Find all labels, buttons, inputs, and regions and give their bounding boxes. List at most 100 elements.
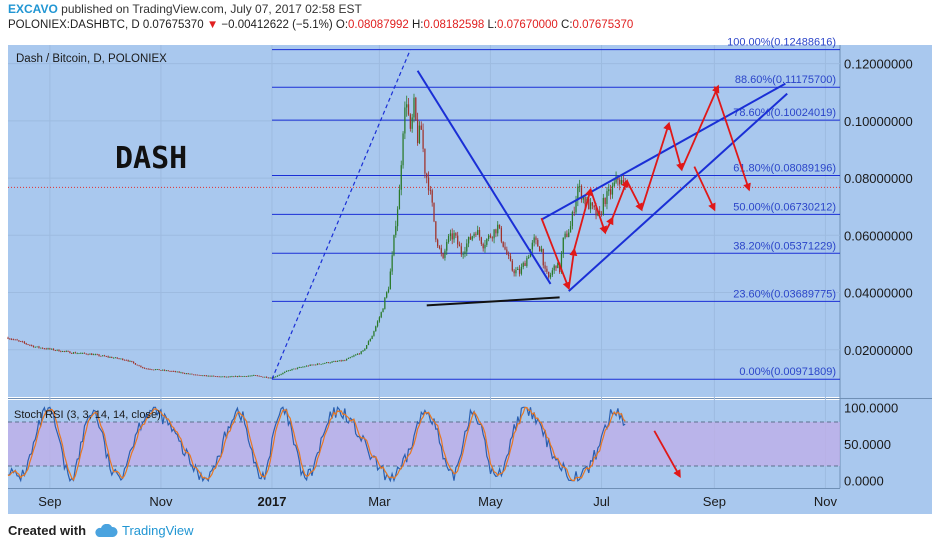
candle-body	[160, 370, 162, 371]
candle-body	[487, 235, 490, 240]
candle-body	[116, 357, 118, 359]
candle-body	[329, 362, 331, 364]
candle-body	[537, 239, 539, 247]
candle-body	[94, 354, 97, 356]
candle-body	[122, 358, 124, 360]
main-plot-background	[8, 45, 840, 397]
candle-body	[469, 236, 472, 240]
candle-body	[29, 344, 31, 346]
candle-body	[227, 376, 229, 378]
candle-body	[80, 353, 82, 354]
candle-body	[189, 373, 191, 375]
candle-body	[16, 339, 18, 341]
candle-body	[451, 233, 453, 240]
candle-body	[526, 258, 528, 267]
candle-body	[353, 355, 355, 357]
candle-body	[489, 235, 492, 238]
candle-body	[382, 308, 384, 313]
candle-body	[400, 165, 402, 190]
candle-body	[82, 352, 84, 354]
symbol-label: POLONIEX:DASHBTC, D	[8, 19, 140, 31]
candle-body	[273, 376, 275, 379]
footer: Created with TradingView	[8, 523, 194, 538]
y-tick-label: 0.10000000	[844, 114, 913, 129]
candle-body	[222, 376, 224, 378]
tradingview-cloud-icon	[95, 523, 118, 537]
candle-body	[356, 353, 359, 355]
candle-body	[615, 176, 617, 183]
candle-body	[205, 375, 208, 377]
x-tick-label: 2017	[258, 494, 287, 509]
candle-body	[486, 239, 488, 245]
tradingview-link[interactable]: TradingView	[122, 523, 194, 538]
forecast-arrow	[540, 217, 571, 291]
candle-body	[153, 369, 155, 371]
candle-body	[376, 321, 379, 327]
candle-body	[453, 233, 455, 240]
candle-body	[398, 189, 401, 210]
candle-body	[256, 375, 259, 377]
candle-body	[296, 367, 299, 369]
candle-body	[315, 364, 317, 366]
candle-body	[528, 257, 530, 259]
candle-body	[214, 376, 217, 377]
ohlc-high-value: 0.08182598	[423, 19, 485, 31]
x-tick-label: Sep	[703, 494, 726, 509]
candle-body	[76, 353, 78, 355]
candle-body	[380, 312, 382, 318]
candle-body	[477, 230, 479, 235]
candle-body	[573, 212, 575, 213]
candle-body	[154, 369, 157, 371]
candle-body	[582, 196, 584, 200]
candle-body	[333, 361, 335, 363]
fib-level-label: 23.60%(0.03689775)	[733, 288, 836, 300]
rsi-forecast-arrow	[653, 430, 681, 479]
candle-body	[437, 239, 439, 247]
candle-body	[449, 233, 452, 237]
candle-body	[21, 341, 24, 343]
candle-body	[278, 374, 280, 376]
fibonacci-levels: 100.00%(0.12488616) 88.60%(0.11175700) 78.…	[271, 37, 840, 380]
candle-body	[493, 229, 495, 239]
candle-body	[338, 360, 340, 362]
axes-labels: 0.12000000 0.10000000 0.08000000 0.06000000…	[38, 57, 912, 509]
candle-body	[600, 214, 603, 215]
candlestick-series	[7, 93, 626, 379]
ohlc-open-key: O:	[335, 19, 349, 31]
candle-body	[557, 262, 559, 269]
candle-body	[109, 357, 111, 358]
candle-body	[416, 119, 419, 144]
candle-body	[478, 230, 481, 238]
author-name[interactable]: EXCAVO	[8, 2, 58, 16]
candle-body	[171, 371, 173, 372]
candle-body	[236, 376, 239, 377]
candle-body	[65, 351, 67, 352]
trendlines	[271, 49, 788, 380]
candle-body	[349, 357, 351, 359]
forecast-arrows	[540, 84, 751, 291]
candle-body	[599, 210, 601, 215]
down-arrow-icon: ▼	[206, 19, 219, 31]
candle-body	[429, 190, 432, 192]
candle-body	[92, 354, 95, 356]
fib-level-label: 100.00%(0.12488616)	[727, 37, 836, 49]
trendline-drop-line	[416, 70, 552, 285]
candle-body	[504, 246, 506, 250]
candle-body	[622, 180, 624, 183]
candle-body	[254, 375, 257, 376]
candle-body	[191, 373, 193, 375]
candle-body	[291, 369, 293, 371]
candle-body	[234, 376, 237, 377]
candle-body	[54, 350, 56, 352]
candle-body	[458, 244, 461, 247]
candle-body	[295, 368, 297, 370]
candle-body	[424, 148, 426, 174]
candle-body	[27, 344, 29, 345]
candle-body	[371, 335, 373, 340]
ohlc-open-value: 0.08087992	[348, 19, 409, 31]
candle-body	[433, 202, 435, 222]
candle-body	[145, 368, 148, 370]
candle-body	[162, 369, 164, 371]
candle-body	[105, 356, 107, 357]
candle-body	[183, 373, 186, 375]
